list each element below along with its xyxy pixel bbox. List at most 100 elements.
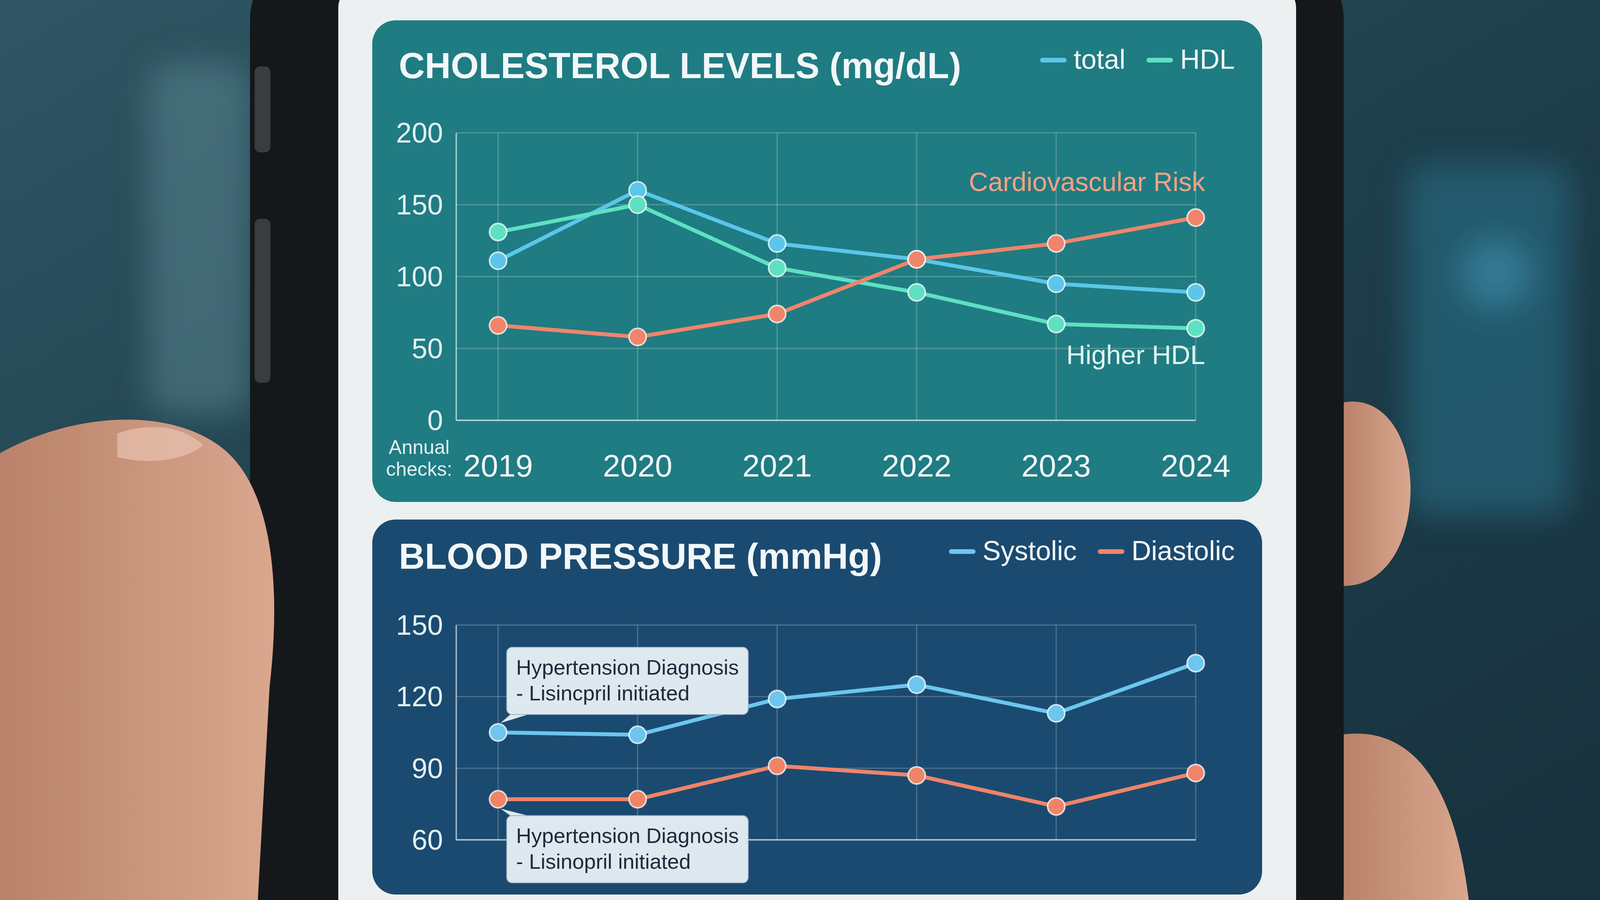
series-marker	[768, 234, 786, 252]
series-marker	[628, 726, 647, 744]
callout-text: Hypertension Diagnosis	[516, 655, 739, 679]
series-marker	[1047, 704, 1065, 722]
tick-label-y: 60	[411, 824, 443, 856]
tick-label-y: 200	[396, 117, 443, 149]
series-line	[498, 766, 1196, 807]
tick-label-x: 2020	[602, 448, 673, 484]
series-marker	[489, 316, 507, 334]
grid-line-y	[456, 132, 1196, 134]
series-marker	[768, 757, 786, 775]
series-marker	[628, 328, 647, 346]
callout: Hypertension Diagnosis- Lisincpril initi…	[500, 647, 749, 724]
legend: Systolic Diastolic	[951, 535, 1235, 567]
series-marker	[1187, 654, 1205, 672]
panel	[372, 519, 1263, 895]
chart: BLOOD PRESSURE (mmHg) 60 90 120 150 Hypertens…	[372, 519, 1263, 895]
series-marker	[628, 196, 647, 214]
grid-line-x	[637, 132, 639, 421]
phone-button	[254, 66, 271, 153]
tick-label-x: 2021	[742, 448, 813, 484]
axis-title-x: Annualchecks:	[385, 436, 453, 481]
legend-label: HDL	[1180, 44, 1235, 75]
series-annotation: Higher HDL	[1066, 339, 1206, 370]
series-marker	[908, 676, 926, 694]
bg-light	[148, 62, 250, 415]
series-marker	[1047, 315, 1065, 333]
tick-label-y: 150	[396, 609, 443, 641]
series-marker	[1187, 208, 1205, 227]
axis-y	[455, 625, 458, 840]
callout-box	[506, 815, 749, 883]
series-marker	[489, 223, 507, 241]
legend-swatch	[951, 549, 974, 554]
title: CHOLESTEROL LEVELS (mg/dL)	[398, 45, 962, 86]
tick-label-x: 2019	[463, 448, 533, 484]
series-marker	[908, 250, 926, 268]
legend-swatch	[1100, 549, 1122, 554]
title: BLOOD PRESSURE (mmHg)	[398, 536, 883, 577]
series-marker	[768, 259, 786, 277]
series-line	[498, 204, 1196, 329]
legend: total HDL	[1042, 44, 1235, 75]
legend-label: Diastolic	[1131, 535, 1235, 567]
tick-label-y: 100	[396, 260, 443, 293]
grid-line-x	[497, 132, 499, 421]
tick-label-y: 90	[411, 752, 443, 784]
annotations: Hypertension Diagnosis- Lisincpril initi…	[500, 647, 749, 883]
bg-screen	[1406, 164, 1571, 516]
hand-left	[0, 419, 275, 900]
series-marker	[1047, 234, 1065, 252]
bg-dot	[1460, 238, 1532, 309]
phone-body	[250, 0, 1344, 900]
tick-label-y: 120	[396, 680, 443, 713]
hand-right	[1343, 401, 1411, 586]
series-marker	[908, 766, 926, 784]
plot-area	[489, 181, 1205, 346]
series-marker	[1047, 797, 1065, 815]
tick-label-y: 150	[396, 189, 443, 221]
series-annotation: Cardiovascular Risk	[968, 166, 1206, 197]
chart: CHOLESTEROL LEVELS (mg/dL) 0 50 100 150 200 20…	[372, 20, 1263, 502]
hand-right-lower	[1343, 733, 1469, 900]
background	[0, 0, 1600, 900]
series-line	[498, 217, 1196, 338]
series-line	[498, 190, 1196, 293]
callout-text: - Lisincpril initiated	[516, 681, 690, 705]
grid-line-y	[456, 419, 1196, 422]
callout: Hypertension Diagnosis- Lisinopril initi…	[500, 808, 749, 883]
series-marker	[1187, 764, 1205, 782]
phone-button	[254, 218, 271, 383]
legend-swatch	[1042, 57, 1065, 63]
callout-pointer	[500, 713, 531, 724]
series-marker	[908, 250, 926, 268]
series-marker	[628, 790, 647, 808]
plot-area	[489, 654, 1205, 816]
grid-line-y	[456, 204, 1196, 206]
grid-line-y	[456, 624, 1196, 626]
series-marker	[908, 283, 926, 301]
tick-label-y: 50	[411, 332, 443, 365]
series-marker	[489, 252, 507, 270]
grid-line-x	[776, 625, 778, 840]
thumbnail	[117, 426, 204, 461]
callout-text: - Lisinopril initiated	[516, 849, 691, 874]
tick-label-x: 2024	[1160, 448, 1231, 484]
callout-box	[506, 647, 749, 715]
tick-label-y: 0	[427, 404, 443, 436]
series-marker	[768, 305, 786, 323]
grid	[456, 625, 1196, 840]
grid-line-x	[916, 132, 918, 421]
series-marker	[489, 790, 507, 808]
axis-y	[455, 132, 458, 421]
axis-x	[456, 419, 1196, 422]
legend-label: Systolic	[982, 535, 1077, 567]
tick-label-x: 2023	[1021, 448, 1092, 484]
phone-screen	[338, 0, 1297, 900]
series-marker	[1047, 275, 1065, 293]
legend-label: total	[1073, 44, 1126, 75]
series-marker	[1187, 283, 1205, 301]
series-marker	[489, 723, 507, 742]
panel	[372, 20, 1263, 502]
axis-title-line: Annual	[388, 436, 450, 459]
series-marker	[768, 690, 786, 708]
